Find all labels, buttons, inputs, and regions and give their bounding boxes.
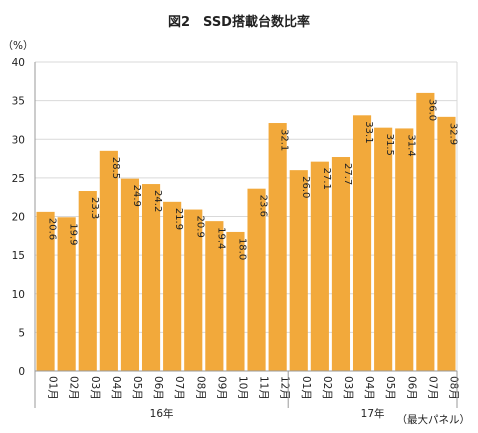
y-tick-label: 25	[12, 173, 25, 185]
x-category-label: 11月	[258, 376, 270, 400]
x-axis: 01月 02月 03月 04月 05月 06月 07月 08月 09月 10月 11月 12月 01月 0…	[35, 370, 459, 400]
data-label: 33.1	[363, 121, 374, 143]
x-category-label: 05月	[131, 376, 143, 400]
data-label: 24.9	[131, 185, 142, 207]
bar	[226, 231, 245, 371]
data-label: 36.0	[426, 99, 437, 121]
data-label: 27.1	[321, 168, 332, 190]
y-tick-label: 15	[12, 250, 25, 262]
bar	[352, 115, 372, 372]
bar	[141, 184, 161, 371]
bar	[331, 157, 351, 371]
data-label: 32.9	[447, 123, 458, 145]
data-label: 23.6	[258, 195, 269, 217]
y-tick-label: 5	[18, 327, 25, 339]
year-group-label: 16年	[150, 407, 174, 420]
data-label: 20.9	[194, 216, 205, 238]
data-label: 31.5	[384, 134, 395, 156]
data-label: 20.6	[47, 218, 58, 240]
x-category-label: 10月	[236, 376, 248, 400]
data-label: 28.5	[110, 157, 121, 179]
data-label: 32.1	[279, 129, 290, 151]
bars	[36, 92, 456, 372]
x-category-label: 08月	[194, 376, 206, 400]
data-label: 26.0	[300, 176, 311, 198]
y-tick-label: 35	[12, 96, 25, 108]
data-label: 19.4	[215, 227, 226, 249]
x-category-label: 03月	[89, 376, 101, 400]
x-category-label: 05月	[384, 376, 396, 400]
bar	[78, 191, 97, 371]
x-category-label: 03月	[342, 376, 354, 400]
y-tick-label: 20	[12, 212, 25, 224]
x-category-label: 07月	[173, 376, 185, 400]
bar	[310, 161, 329, 371]
bar	[163, 201, 182, 371]
x-category-label: 09月	[215, 376, 227, 400]
data-label: 24.2	[152, 190, 163, 212]
year-group-label: 17年	[361, 407, 385, 420]
bar	[205, 221, 224, 371]
data-label: 31.4	[405, 134, 416, 156]
y-axis-unit-label: （%）	[3, 40, 34, 52]
bar	[247, 188, 266, 371]
bar	[36, 211, 55, 371]
bar	[395, 128, 414, 371]
x-category-label: 07月	[426, 376, 438, 400]
data-labels: 20.6 19.9 23.3 28.5 24.9 24.2 21.9 20.9 19.4 18.0…	[47, 99, 459, 260]
x-category-label: 01月	[300, 376, 312, 400]
x-category-label: 02月	[321, 376, 333, 400]
data-label: 19.9	[68, 223, 79, 245]
bar	[289, 170, 308, 371]
x-category-label: 04月	[110, 376, 122, 400]
data-label: 23.3	[89, 197, 100, 219]
x-category-label: 04月	[363, 376, 375, 400]
bar	[416, 92, 435, 372]
y-axis-ticks: 0 5 10 15 20 25 30 35 40	[12, 57, 25, 378]
bar	[374, 127, 393, 371]
bar	[99, 150, 118, 371]
y-tick-label: 30	[12, 134, 25, 146]
y-tick-label: 0	[18, 366, 25, 378]
y-tick-label: 10	[12, 289, 25, 301]
data-label: 27.7	[342, 163, 353, 185]
data-label: 18.0	[236, 238, 247, 260]
y-tick-label: 40	[12, 57, 25, 69]
x-category-label: 06月	[405, 376, 417, 400]
year-groups: 16年 17年	[34, 371, 458, 420]
chart-title: 図2 SSD搭載台数比率	[168, 14, 310, 30]
x-category-label: 12月	[279, 376, 291, 400]
x-category-label: 01月	[47, 376, 59, 400]
note-max-panel: （最大パネル）	[397, 413, 471, 426]
bar	[437, 116, 456, 371]
x-category-label: 02月	[68, 376, 80, 400]
x-category-label: 06月	[152, 376, 164, 400]
bar	[120, 178, 140, 371]
bar	[268, 123, 287, 371]
data-label: 21.9	[173, 208, 184, 230]
x-category-label: 08月	[447, 376, 459, 400]
bar	[184, 209, 203, 371]
bar	[57, 217, 76, 371]
